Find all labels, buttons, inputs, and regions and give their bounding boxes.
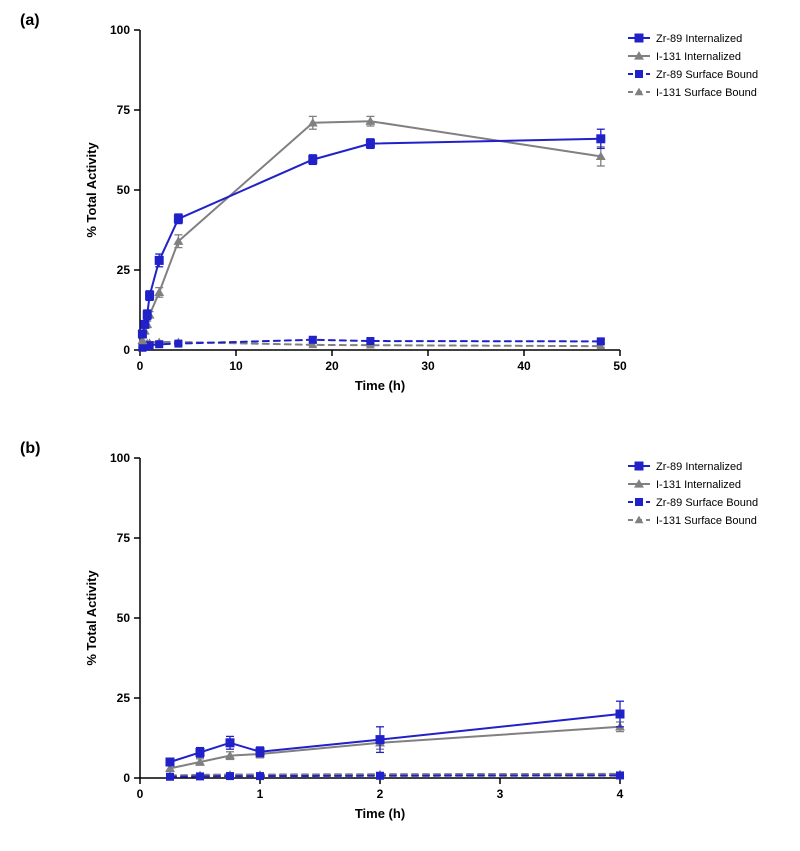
legend-label: Zr-89 Internalized: [656, 33, 742, 45]
series-line-i_int: [170, 727, 620, 769]
y-tick-label: 25: [117, 263, 131, 277]
y-tick-label: 100: [110, 451, 130, 465]
x-tick-label: 0: [137, 359, 144, 373]
legend: Zr-89 Internalized I-131 Internalized Zr-8…: [628, 33, 758, 99]
legend-label: Zr-89 Surface Bound: [656, 497, 758, 509]
y-tick-label: 0: [123, 771, 130, 785]
x-tick-label: 30: [421, 359, 435, 373]
series-line-zr_surf: [170, 775, 620, 776]
panel-label-b: (b): [20, 440, 40, 458]
chart-b: 0 25 50 75 100 0 1 2 3 4 Time (h) % Total Activity Z…: [80, 440, 780, 840]
legend-label: Zr-89 Internalized: [656, 461, 742, 473]
legend: Zr-89 Internalized I-131 Internalized Zr-8…: [628, 461, 758, 527]
x-tick-label: 10: [229, 359, 243, 373]
legend-label: I-131 Internalized: [656, 51, 741, 63]
y-tick-label: 0: [123, 343, 130, 357]
series-line-i_int: [142, 121, 600, 340]
chart-svg: 0 25 50 75 100 0 10 20 30 40 50 Time (h) % Total Act…: [80, 12, 780, 412]
y-tick-label: 25: [117, 691, 131, 705]
legend-label: I-131 Surface Bound: [656, 515, 757, 527]
y-tick-label: 50: [117, 611, 131, 625]
panel-label-a: (a): [20, 12, 40, 30]
y-tick-label: 50: [117, 183, 131, 197]
x-tick-label: 50: [613, 359, 627, 373]
y-axis-label: % Total Activity: [84, 142, 99, 238]
x-tick-label: 0: [137, 787, 144, 801]
series-line-zr_int: [142, 139, 600, 334]
x-tick-label: 40: [517, 359, 531, 373]
x-tick-label: 20: [325, 359, 339, 373]
chart-svg: 0 25 50 75 100 0 1 2 3 4 Time (h) % Total Activity Z…: [80, 440, 780, 840]
legend-label: I-131 Surface Bound: [656, 87, 757, 99]
legend-label: Zr-89 Surface Bound: [656, 69, 758, 81]
y-tick-label: 75: [117, 103, 131, 117]
x-axis-label: Time (h): [355, 806, 405, 821]
chart-a: 0 25 50 75 100 0 10 20 30 40 50 Time (h) % Total Act…: [80, 12, 780, 412]
legend-label: I-131 Internalized: [656, 479, 741, 491]
x-tick-label: 3: [497, 787, 504, 801]
y-tick-label: 75: [117, 531, 131, 545]
x-tick-label: 1: [257, 787, 264, 801]
x-tick-label: 4: [617, 787, 624, 801]
x-axis-label: Time (h): [355, 378, 405, 393]
y-axis-label: % Total Activity: [84, 570, 99, 666]
x-tick-label: 2: [377, 787, 384, 801]
figure-container: { "figure": { "width": 800, "height": 85…: [0, 0, 800, 851]
y-tick-label: 100: [110, 23, 130, 37]
